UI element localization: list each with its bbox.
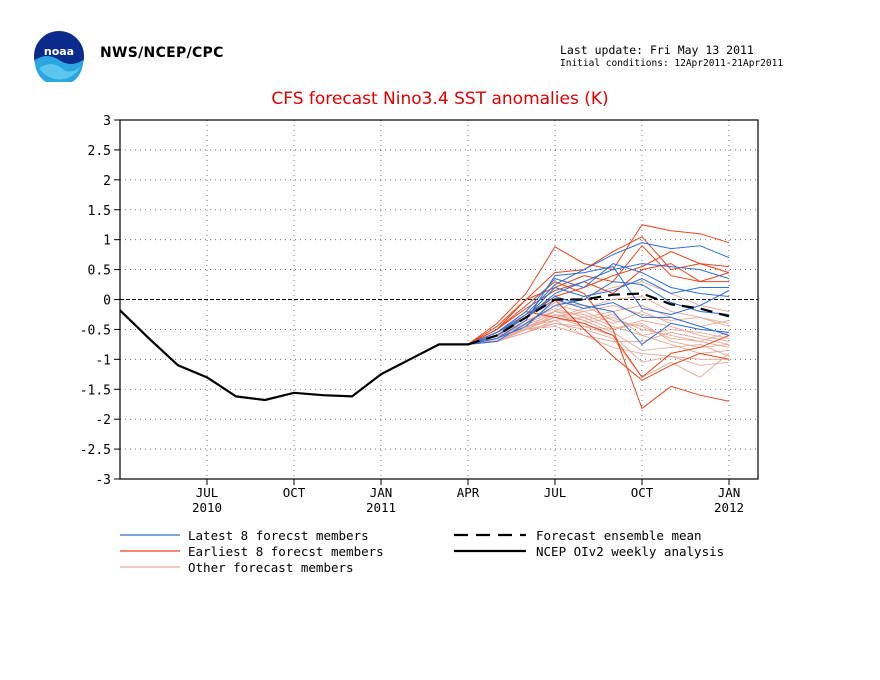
latest-member-line [467,266,730,345]
y-tick-label: -2.5 [80,443,111,458]
update-info: Last update: Fri May 13 2011 Initial con… [560,44,783,70]
y-tick-label: 2.5 [88,144,111,159]
x-tick-label: OCT [283,485,306,500]
x-tick-year-label: 2012 [714,500,744,515]
y-tick-label: 1.5 [88,204,111,219]
other-member-line [467,314,730,357]
latest-member-line [467,278,729,345]
last-update-text: Last update: Fri May 13 2011 [560,43,754,57]
agency-label: NWS/NCEP/CPC [100,45,224,61]
legend-label-earliest: Earliest 8 forecst members [188,544,384,559]
initial-conditions-text: Initial conditions: 12Apr2011-21Apr2011 [560,58,784,69]
y-tick-label: 3 [103,114,111,129]
other-member-line [467,281,730,345]
x-tick-label: JUL [196,485,219,500]
x-tick-label: JAN [718,485,741,500]
earliest-member-line [467,263,729,345]
x-tick-label: OCT [631,485,654,500]
legend-line-earliest [120,550,180,552]
x-tick-year-label: 2010 [192,500,222,515]
y-tick-label: 2 [103,174,111,189]
y-tick-label: -1.5 [80,383,111,398]
analysis-line [119,309,468,402]
ensemble-mean-line [467,292,730,346]
legend-label-latest: Latest 8 forecst members [188,528,369,543]
earliest-member-line [467,244,730,345]
y-tick-label: -3 [95,473,111,488]
x-tick-label: APR [457,485,480,500]
legend-line-other [120,566,180,568]
y-tick-label: -2 [95,413,111,428]
y-tick-label: 1 [103,234,111,249]
legend-label-mean: Forecast ensemble mean [536,528,702,543]
chart-title: CFS forecast Nino3.4 SST anomalies (K) [271,89,609,109]
latest-member-line [467,242,730,345]
plot-frame [119,119,759,480]
legend-label-analysis: NCEP OIv2 weekly analysis [536,544,725,559]
x-tick-year-label: 2011 [366,500,396,515]
x-tick-label: JUL [544,485,567,500]
legend-line-mean [454,533,526,537]
legend-line-latest [120,534,180,536]
y-tick-label: 0 [103,294,111,309]
earliest-member-line [467,236,730,345]
legend-label-other: Other forecast members [188,560,354,575]
y-tick-label: 0.5 [88,264,111,279]
other-member-line [467,322,730,348]
earliest-member-line [467,224,730,345]
latest-member-line [467,298,730,345]
earliest-member-line [467,281,730,410]
y-tick-label: -0.5 [80,323,111,338]
noaa-logo-icon: noaa [34,31,84,82]
x-tick-label: JAN [370,485,393,500]
y-tick-label: -1 [95,353,111,368]
logo-text: noaa [44,45,74,58]
legend-line-analysis [454,549,526,553]
